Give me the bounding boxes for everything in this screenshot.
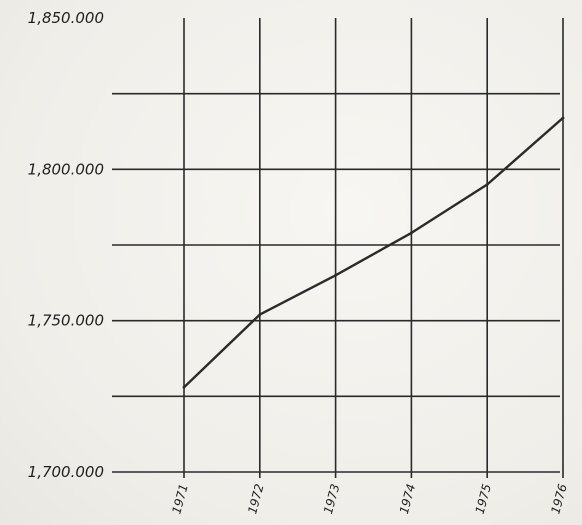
y-tick-label: 1,800.000 bbox=[28, 160, 104, 178]
x-tick-label: 1971 bbox=[169, 482, 190, 515]
y-tick-label: 1,750.000 bbox=[28, 312, 104, 330]
x-tick-label: 1974 bbox=[397, 482, 418, 515]
grid bbox=[112, 18, 564, 478]
data-point bbox=[561, 116, 565, 120]
x-tick-label: 1975 bbox=[473, 482, 494, 515]
y-tick-label: 1,700.000 bbox=[28, 463, 104, 481]
data-point bbox=[485, 183, 489, 186]
y-tick-label: 1,850.000 bbox=[28, 9, 104, 27]
x-tick-label: 1972 bbox=[245, 482, 266, 515]
x-tick-label: 1973 bbox=[321, 482, 342, 515]
data-point bbox=[182, 385, 186, 389]
series-line bbox=[182, 116, 565, 389]
x-tick-label: 1976 bbox=[548, 482, 570, 515]
data-point bbox=[410, 231, 413, 235]
x-axis-ticks: 1971 1972 1973 1974 1975 1976 bbox=[169, 482, 570, 515]
data-point bbox=[258, 313, 262, 316]
series-layer bbox=[182, 116, 565, 389]
y-axis-ticks: 1,700.000 1,750.000 1,800.000 1,850.000 bbox=[28, 9, 104, 481]
data-point bbox=[334, 273, 337, 277]
